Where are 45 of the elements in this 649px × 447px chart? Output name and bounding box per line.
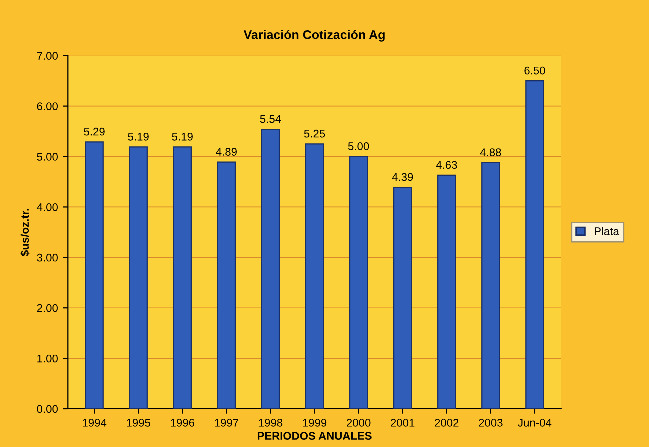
y-tick-label: 4.00 bbox=[37, 203, 58, 212]
bar bbox=[217, 162, 236, 410]
x-tick-label: 1998 bbox=[259, 419, 283, 427]
y-tick-label: 1.00 bbox=[38, 354, 58, 363]
bar bbox=[349, 156, 368, 410]
legend-label: Plata bbox=[595, 227, 620, 236]
y-tick-label: 5.00 bbox=[37, 153, 58, 161]
data-label: 5.25 bbox=[304, 130, 326, 138]
data-label: 5.00 bbox=[348, 142, 370, 150]
bar bbox=[526, 80, 544, 410]
x-tick-label: 2002 bbox=[435, 419, 459, 427]
bar bbox=[438, 174, 456, 410]
bar bbox=[261, 128, 280, 410]
x-tick-label: Jun-04 bbox=[518, 419, 552, 427]
data-label: 4.63 bbox=[436, 161, 458, 170]
data-label: 4.39 bbox=[392, 173, 414, 182]
data-label: 4.88 bbox=[480, 148, 502, 156]
x-tick-label: 1995 bbox=[127, 419, 150, 427]
x-tick-label: 1999 bbox=[303, 419, 327, 427]
data-label: 5.29 bbox=[84, 128, 105, 136]
x-tick-label: 2003 bbox=[479, 419, 503, 427]
bar bbox=[393, 186, 412, 410]
bar bbox=[305, 144, 324, 410]
chart-title: Variación Cotización Ag bbox=[244, 30, 385, 42]
y-tick-label: 3.00 bbox=[37, 254, 58, 262]
data-label: 4.89 bbox=[216, 148, 237, 156]
x-tick-label: 2000 bbox=[347, 419, 371, 427]
bar bbox=[85, 142, 104, 410]
y-tick-label: 7.00 bbox=[37, 52, 58, 60]
data-label: 5.19 bbox=[128, 132, 149, 141]
x-tick-label: 1994 bbox=[83, 419, 107, 427]
bar bbox=[129, 146, 148, 410]
y-tick-label: 0.00 bbox=[37, 405, 58, 414]
data-label: 6.50 bbox=[524, 66, 546, 75]
data-label: 5.19 bbox=[172, 132, 193, 141]
y-tick-label: 2.00 bbox=[37, 304, 58, 312]
y-axis-title: $us/oz.tr. bbox=[20, 209, 30, 256]
bar bbox=[173, 146, 192, 410]
bar bbox=[482, 162, 500, 410]
x-axis-title: PERIODOS ANUALES bbox=[258, 432, 372, 440]
x-tick-label: 2001 bbox=[391, 419, 415, 427]
x-tick-label: 1996 bbox=[171, 419, 195, 427]
data-label: 5.54 bbox=[260, 115, 282, 124]
x-tick-label: 1997 bbox=[215, 419, 238, 427]
y-tick-label: 6.00 bbox=[37, 102, 58, 110]
